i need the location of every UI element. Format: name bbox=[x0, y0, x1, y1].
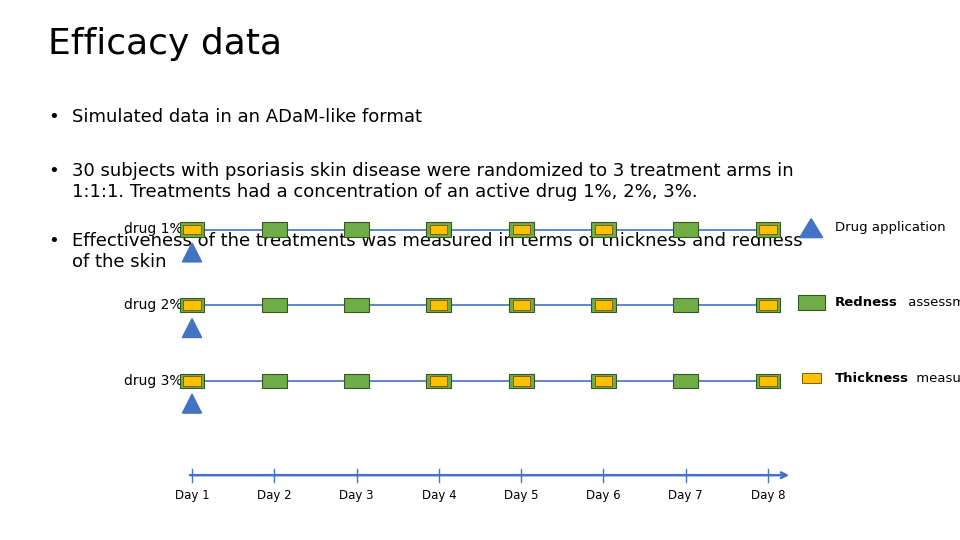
FancyBboxPatch shape bbox=[595, 300, 612, 310]
FancyBboxPatch shape bbox=[759, 300, 777, 310]
Text: Thickness: Thickness bbox=[835, 372, 909, 384]
FancyBboxPatch shape bbox=[759, 376, 777, 386]
FancyBboxPatch shape bbox=[430, 300, 447, 310]
FancyBboxPatch shape bbox=[180, 374, 204, 388]
Polygon shape bbox=[182, 319, 202, 338]
FancyBboxPatch shape bbox=[798, 295, 825, 310]
FancyBboxPatch shape bbox=[759, 225, 777, 234]
FancyBboxPatch shape bbox=[513, 376, 530, 386]
FancyBboxPatch shape bbox=[509, 222, 534, 237]
Text: Day 5: Day 5 bbox=[504, 489, 539, 502]
FancyBboxPatch shape bbox=[591, 374, 616, 388]
Text: drug 1%: drug 1% bbox=[124, 222, 182, 237]
Text: •: • bbox=[48, 232, 59, 250]
Text: Drug application: Drug application bbox=[835, 221, 946, 234]
FancyBboxPatch shape bbox=[344, 298, 369, 312]
Text: Day 1: Day 1 bbox=[175, 489, 209, 502]
FancyBboxPatch shape bbox=[426, 222, 451, 237]
FancyBboxPatch shape bbox=[509, 374, 534, 388]
FancyBboxPatch shape bbox=[183, 225, 201, 234]
Text: Effectiveness of the treatments was measured in terms of thickness and redness
o: Effectiveness of the treatments was meas… bbox=[72, 232, 803, 271]
FancyBboxPatch shape bbox=[262, 222, 287, 237]
Text: Day 6: Day 6 bbox=[587, 489, 621, 502]
FancyBboxPatch shape bbox=[426, 374, 451, 388]
FancyBboxPatch shape bbox=[430, 225, 447, 234]
FancyBboxPatch shape bbox=[591, 222, 616, 237]
Text: Day 7: Day 7 bbox=[668, 489, 703, 502]
Polygon shape bbox=[182, 243, 202, 262]
FancyBboxPatch shape bbox=[595, 376, 612, 386]
FancyBboxPatch shape bbox=[183, 300, 201, 310]
FancyBboxPatch shape bbox=[591, 298, 616, 312]
FancyBboxPatch shape bbox=[673, 374, 698, 388]
Text: •: • bbox=[48, 162, 59, 180]
Text: Day 2: Day 2 bbox=[257, 489, 292, 502]
Text: Day 8: Day 8 bbox=[751, 489, 785, 502]
FancyBboxPatch shape bbox=[426, 298, 451, 312]
FancyBboxPatch shape bbox=[756, 298, 780, 312]
FancyBboxPatch shape bbox=[513, 225, 530, 234]
FancyBboxPatch shape bbox=[180, 298, 204, 312]
Text: Efficacy data: Efficacy data bbox=[48, 27, 282, 61]
Polygon shape bbox=[800, 219, 823, 238]
Text: Simulated data in an ADaM-like format: Simulated data in an ADaM-like format bbox=[72, 108, 422, 126]
FancyBboxPatch shape bbox=[673, 298, 698, 312]
FancyBboxPatch shape bbox=[180, 222, 204, 237]
Text: •: • bbox=[48, 108, 59, 126]
FancyBboxPatch shape bbox=[673, 222, 698, 237]
Text: measurements: measurements bbox=[912, 372, 960, 384]
FancyBboxPatch shape bbox=[595, 225, 612, 234]
FancyBboxPatch shape bbox=[183, 376, 201, 386]
Text: 30 subjects with psoriasis skin disease were randomized to 3 treatment arms in
1: 30 subjects with psoriasis skin disease … bbox=[72, 162, 794, 201]
Text: Day 3: Day 3 bbox=[339, 489, 373, 502]
Text: Redness: Redness bbox=[835, 296, 898, 309]
FancyBboxPatch shape bbox=[756, 374, 780, 388]
FancyBboxPatch shape bbox=[509, 298, 534, 312]
Text: Day 4: Day 4 bbox=[421, 489, 456, 502]
FancyBboxPatch shape bbox=[262, 374, 287, 388]
FancyBboxPatch shape bbox=[756, 222, 780, 237]
Text: assessments: assessments bbox=[904, 296, 960, 309]
FancyBboxPatch shape bbox=[513, 300, 530, 310]
Text: drug 3%: drug 3% bbox=[124, 374, 182, 388]
FancyBboxPatch shape bbox=[262, 298, 287, 312]
FancyBboxPatch shape bbox=[430, 376, 447, 386]
Polygon shape bbox=[182, 394, 202, 413]
Text: drug 2%: drug 2% bbox=[124, 298, 182, 312]
FancyBboxPatch shape bbox=[344, 374, 369, 388]
FancyBboxPatch shape bbox=[802, 373, 821, 383]
FancyBboxPatch shape bbox=[344, 222, 369, 237]
